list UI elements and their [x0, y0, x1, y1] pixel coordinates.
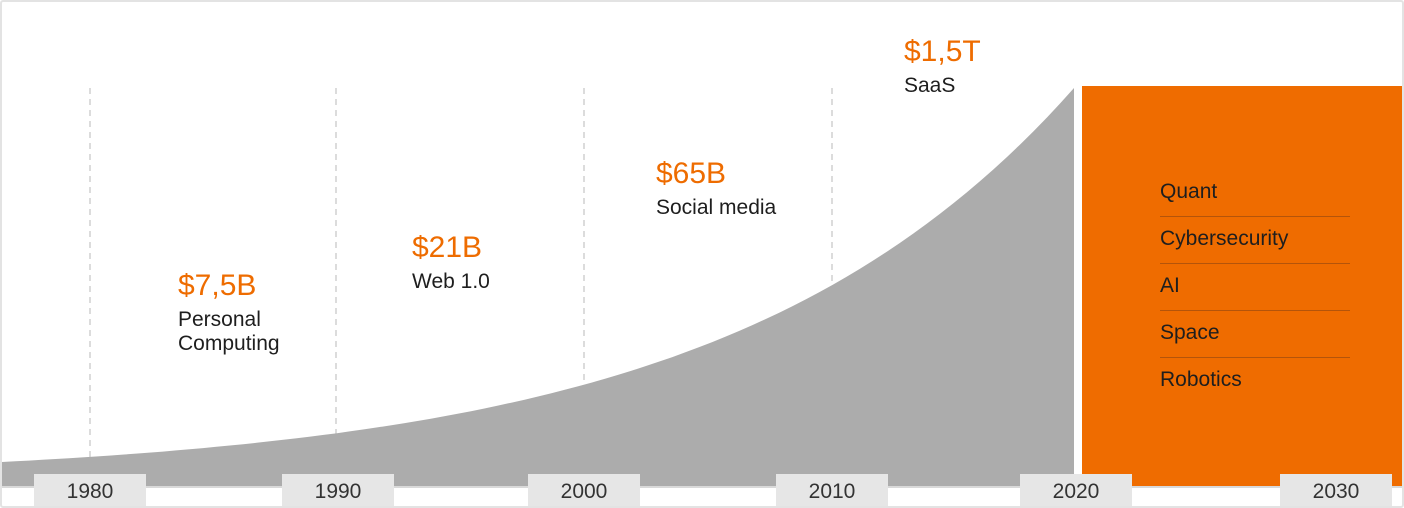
future-sectors-list: Quant Cybersecurity AI Space Robotics	[1160, 170, 1350, 405]
sector-item: Quant	[1160, 170, 1350, 217]
x-tick-label: 2000	[528, 474, 640, 506]
era-label: Personal Computing	[178, 308, 280, 355]
era-personal-computing: $7,5B Personal Computing	[178, 268, 328, 356]
era-saas: $1,5T SaaS	[904, 34, 981, 98]
era-value: $1,5T	[904, 35, 981, 68]
era-web-1: $21B Web 1.0	[412, 230, 490, 294]
era-label: Social media	[656, 196, 777, 219]
era-value: $21B	[412, 231, 483, 264]
x-tick-label: 2020	[1020, 474, 1132, 506]
x-tick-label: 1980	[34, 474, 146, 506]
era-label: Web 1.0	[412, 270, 490, 293]
x-tick-label: 2030	[1280, 474, 1392, 506]
sector-item: AI	[1160, 264, 1350, 311]
x-tick-label: 1990	[282, 474, 394, 506]
future-sectors-panel: Quant Cybersecurity AI Space Robotics	[1082, 86, 1402, 488]
era-social-media: $65B Social media	[656, 156, 776, 220]
sector-item: Space	[1160, 311, 1350, 358]
era-value: $7,5B	[178, 269, 257, 302]
sector-item: Cybersecurity	[1160, 217, 1350, 264]
growth-area	[2, 88, 1074, 488]
sector-item: Robotics	[1160, 368, 1242, 391]
era-value: $65B	[656, 157, 727, 190]
era-label: SaaS	[904, 74, 956, 97]
x-axis-baseline	[2, 486, 1402, 488]
x-tick-label: 2010	[776, 474, 888, 506]
